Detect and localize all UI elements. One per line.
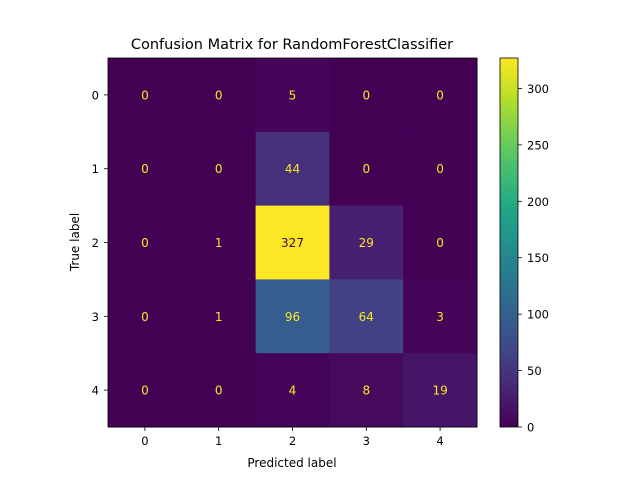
heatmap-cell-2-2 xyxy=(255,205,330,280)
heatmap-cell-4-0 xyxy=(108,353,183,428)
heatmap-cell-3-4 xyxy=(403,279,478,354)
heatmap-cell-0-3 xyxy=(329,58,404,133)
cell-annotation-1-3: 0 xyxy=(362,162,370,176)
x-tick-label: 3 xyxy=(363,434,370,448)
heatmap-cell-1-4 xyxy=(403,131,478,207)
heatmap-cell-1-3 xyxy=(329,131,404,207)
colorbar-tick-label: 50 xyxy=(527,364,542,378)
cell-annotation-4-0: 0 xyxy=(141,384,149,398)
cell-annotation-0-0: 0 xyxy=(141,88,149,102)
heatmap-cell-1-2 xyxy=(255,131,330,207)
x-tick-label: 4 xyxy=(436,434,443,448)
heatmap-cell-0-2 xyxy=(255,58,330,133)
chart-title: Confusion Matrix for RandomForestClassif… xyxy=(131,37,453,53)
cell-annotation-2-1: 1 xyxy=(215,236,223,250)
cell-annotation-4-4: 19 xyxy=(432,384,447,398)
heatmap-cell-0-0 xyxy=(108,58,183,133)
x-axis-ticks: 0 1 2 3 4 xyxy=(141,427,444,448)
y-tick-label: 3 xyxy=(92,310,99,324)
heatmap-cell-2-4 xyxy=(403,205,478,280)
cell-annotation-3-1: 1 xyxy=(215,310,223,324)
heatmap-cell-0-4 xyxy=(403,58,478,133)
heatmap-cell-3-3 xyxy=(329,279,404,354)
heatmap-cell-2-1 xyxy=(181,205,257,280)
cell-annotation-0-3: 0 xyxy=(362,88,370,102)
cell-annotations: 0 0 5 0 0 0 0 44 0 0 0 1 327 29 0 0 1 96 64 3 0 0 4 8 19 xyxy=(141,88,448,397)
cell-annotation-3-0: 0 xyxy=(141,310,149,324)
cell-annotation-4-3: 8 xyxy=(362,384,370,398)
y-tick-label: 4 xyxy=(92,384,99,398)
heatmap-cell-3-2 xyxy=(255,279,330,354)
heatmap-cell-1-1 xyxy=(181,131,257,207)
cell-annotation-0-1: 0 xyxy=(215,88,223,102)
heatmap-cell-4-4 xyxy=(403,353,478,428)
cell-annotation-1-0: 0 xyxy=(141,162,149,176)
colorbar-tick-label: 100 xyxy=(527,308,549,322)
cell-annotation-0-4: 0 xyxy=(436,88,444,102)
cell-annotation-1-4: 0 xyxy=(436,162,444,176)
heatmap-cell-4-3 xyxy=(329,353,404,428)
colorbar-tick-label: 250 xyxy=(527,138,549,152)
heatmap-cell-1-0 xyxy=(108,131,183,207)
y-axis-label: True label xyxy=(68,213,82,272)
y-tick-label: 2 xyxy=(92,236,99,250)
heatmap-cell-2-0 xyxy=(108,205,183,280)
cell-annotation-3-4: 3 xyxy=(436,310,444,324)
cell-annotation-2-0: 0 xyxy=(141,236,149,250)
cell-annotation-1-2: 44 xyxy=(285,162,300,176)
colorbar-tick-label: 200 xyxy=(527,195,549,209)
heatmap-cell-2-3 xyxy=(329,205,404,280)
cell-annotation-2-4: 0 xyxy=(436,236,444,250)
heatmap-cell-3-1 xyxy=(181,279,257,354)
heatmap-cells xyxy=(108,58,478,428)
heatmap-cell-3-0 xyxy=(108,279,183,354)
colorbar-tick-label: 300 xyxy=(527,82,549,96)
colorbar-tick-label: 150 xyxy=(527,251,549,265)
cell-annotation-2-2: 327 xyxy=(281,236,304,250)
cell-annotation-3-2: 96 xyxy=(285,310,300,324)
cell-annotation-1-1: 0 xyxy=(215,162,223,176)
y-tick-label: 1 xyxy=(92,162,99,176)
cell-annotation-3-3: 64 xyxy=(359,310,374,324)
x-tick-label: 2 xyxy=(289,434,296,448)
x-tick-label: 0 xyxy=(141,434,148,448)
cell-annotation-4-2: 4 xyxy=(289,384,297,398)
heatmap-cell-4-2 xyxy=(255,353,330,428)
y-axis-ticks: 0 1 2 3 4 xyxy=(92,88,108,398)
y-tick-label: 0 xyxy=(92,88,99,102)
x-tick-label: 1 xyxy=(215,434,222,448)
colorbar-ticks: 0 50 100 150 200 250 300 xyxy=(518,82,549,435)
heatmap-cell-0-1 xyxy=(181,58,257,133)
heatmap-cell-4-1 xyxy=(181,353,257,428)
cell-annotation-4-1: 0 xyxy=(215,384,223,398)
cell-annotation-0-2: 5 xyxy=(289,88,297,102)
x-axis-label: Predicted label xyxy=(247,456,336,470)
colorbar xyxy=(499,57,519,428)
cell-annotation-2-3: 29 xyxy=(359,236,374,250)
colorbar-tick-label: 0 xyxy=(527,421,534,435)
